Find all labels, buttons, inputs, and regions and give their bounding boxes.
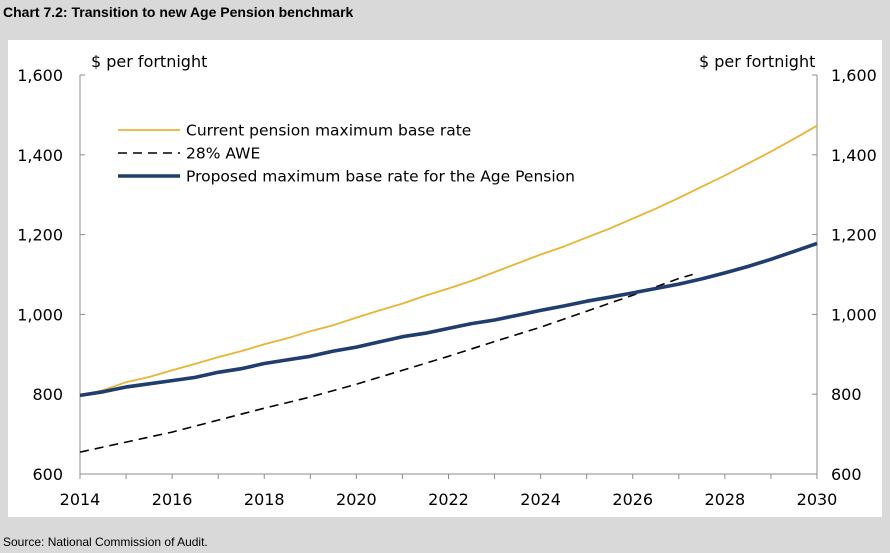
chart-panel: 600 600 800 800 1,000 1,000 1,200 1,200 1,400 1,4… bbox=[8, 40, 882, 517]
x-tick-label: 2018 bbox=[244, 490, 285, 509]
x-tick-label: 2028 bbox=[705, 490, 746, 509]
y-tick-label-right: 600 bbox=[831, 465, 862, 484]
y-tick-label-left: 600 bbox=[32, 465, 63, 484]
series-line-1 bbox=[79, 124, 818, 397]
y-tick-label-left: 1,200 bbox=[17, 226, 63, 245]
source-note: Source: National Commission of Audit. bbox=[3, 535, 208, 549]
x-tick-label: 2022 bbox=[428, 490, 469, 509]
y-axis-label-right: $ per fortnight bbox=[699, 52, 815, 71]
x-tick-label: 2024 bbox=[520, 490, 561, 509]
legend-label-3: Proposed maximum base rate for the Age P… bbox=[186, 168, 575, 186]
y-axis-label-left: $ per fortnight bbox=[91, 52, 207, 71]
series-line-3 bbox=[79, 241, 818, 398]
legend-label-2: 28% AWE bbox=[186, 145, 260, 163]
y-tick-label-right: 1,600 bbox=[831, 66, 877, 85]
x-tick-label: 2026 bbox=[612, 490, 653, 509]
y-tick-label-left: 800 bbox=[32, 385, 63, 404]
y-tick-label-right: 800 bbox=[831, 385, 862, 404]
x-tick-label: 2014 bbox=[60, 490, 101, 509]
y-tick-label-left: 1,600 bbox=[17, 66, 63, 85]
x-tick-label: 2020 bbox=[336, 490, 377, 509]
y-tick-label-right: 1,000 bbox=[831, 305, 877, 324]
y-tick-label-right: 1,200 bbox=[831, 226, 877, 245]
x-tick-label: 2030 bbox=[797, 490, 838, 509]
x-tick-label: 2016 bbox=[152, 490, 193, 509]
y-tick-label-left: 1,000 bbox=[17, 305, 63, 324]
y-tick-label-left: 1,400 bbox=[17, 146, 63, 165]
chart-title: Chart 7.2: Transition to new Age Pension… bbox=[3, 4, 354, 20]
legend-label-1: Current pension maximum base rate bbox=[186, 122, 471, 140]
line-chart: 600 600 800 800 1,000 1,000 1,200 1,200 1,400 1,4… bbox=[17, 52, 877, 509]
series-line-2 bbox=[79, 273, 693, 453]
y-tick-label-right: 1,400 bbox=[831, 146, 877, 165]
